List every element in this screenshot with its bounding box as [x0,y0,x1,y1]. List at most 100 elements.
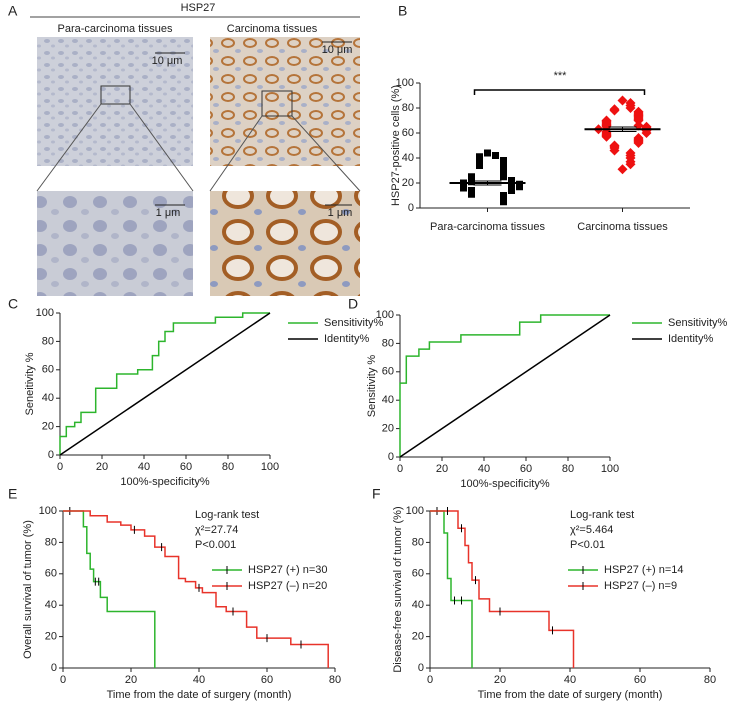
legend-label: HSP27 (–) n=9 [604,580,677,592]
dot [617,164,628,175]
x-tick-label: 0 [60,674,66,686]
y-tick-label: 0 [388,451,394,463]
dot [633,138,644,148]
x-tick-label: 80 [562,463,574,475]
dot [609,105,620,116]
y-tick-label: 80 [412,536,424,548]
dot [500,198,507,206]
x-tick-label: Carcinoma tissues [577,221,668,233]
x-axis-label: 100%-specificity% [460,478,549,490]
y-tick-label: 40 [42,392,54,404]
micrograph [210,37,360,166]
micrograph [37,37,193,166]
x-tick-label: 80 [329,674,341,686]
x-tick-label: 60 [261,674,273,686]
y-tick-label: 0 [418,662,424,674]
x-tick-label: 20 [125,674,137,686]
x-tick-label: 0 [397,463,403,475]
dot [468,190,475,198]
y-tick-label: 20 [45,631,57,643]
x-tick-label: 0 [427,674,433,686]
y-tick-label: 80 [382,337,394,349]
y-tick-label: 80 [402,102,414,114]
x-tick-label: 40 [193,674,205,686]
y-tick-label: 60 [45,568,57,580]
panel-title: HSP27 [181,2,216,14]
significance-bracket [473,89,646,95]
micrograph-zoom [210,191,360,296]
series-line [430,510,473,668]
y-tick-label: 60 [382,366,394,378]
y-axis-label: HSP27-positive cells (%) [390,85,402,206]
y-tick-label: 100 [36,307,54,319]
panel-letter: F [372,486,381,502]
annotation: Log-rank test [195,509,259,521]
y-tick-label: 100 [406,505,424,517]
column-label: Carcinoma tissues [227,23,318,35]
annotation: Log-rank test [570,509,634,521]
y-axis-label: Overall survival of tumor (%) [22,520,34,659]
series-line [63,510,156,668]
legend-label: HSP27 (+) n=14 [604,564,684,576]
y-tick-label: 100 [376,309,394,321]
panel-letter: B [398,3,407,19]
x-tick-label: 60 [520,463,532,475]
y-tick-label: 0 [51,662,57,674]
dot [500,173,507,181]
x-tick-label: 0 [57,461,63,473]
dot [601,131,612,142]
micrograph-zoom [37,191,193,296]
annotation: χ²=5.464 [570,524,613,536]
x-tick-label: 100 [601,463,619,475]
x-tick-label: 40 [138,461,150,473]
panel-letter: A [8,3,18,19]
y-tick-label: 80 [42,335,54,347]
y-tick-label: 60 [402,127,414,139]
annotation: P<0.001 [195,539,236,551]
x-tick-label: 80 [222,461,234,473]
x-tick-label: Para-carcinoma tissues [430,221,545,233]
x-tick-label: 60 [180,461,192,473]
dot [460,184,467,192]
scale-label: 10 μm [322,44,353,56]
y-tick-label: 40 [45,599,57,611]
dot [625,159,636,170]
x-tick-label: 20 [96,461,108,473]
series-line [63,510,329,668]
x-axis-label: Time from the date of surgery (month) [107,689,292,701]
y-tick-label: 100 [396,77,414,89]
dot [516,183,523,191]
error-bar [608,126,637,132]
y-tick-label: 0 [48,449,54,461]
legend-label: Sensitivity% [668,317,728,329]
legend-label: Identity% [324,333,369,345]
dot [625,103,636,113]
y-tick-label: 20 [402,177,414,189]
series-line [399,314,610,457]
error-bar [473,180,502,186]
legend-label: HSP27 (–) n=20 [248,580,327,592]
dot [609,145,620,156]
y-tick-label: 60 [42,364,54,376]
zoom-box [261,90,293,117]
legend-label: Identity% [668,333,713,345]
y-tick-label: 20 [42,421,54,433]
legend-label: Sensitivity% [324,317,384,329]
panel-a: A HSP27 Para-carcinoma tissues Carcinoma… [8,2,361,296]
x-axis-label: 100%-specificity% [120,476,209,488]
series-line [59,312,270,455]
scale-label: 10 μm [152,55,183,67]
annotation: P<0.01 [570,539,605,551]
panel-letter: D [348,296,358,312]
y-tick-label: 80 [45,536,57,548]
zoom-lines [36,103,361,192]
dot [508,187,515,194]
significance-label: *** [554,70,568,82]
dot [617,95,628,106]
x-tick-label: 20 [494,674,506,686]
column-label: Para-carcinoma tissues [58,23,173,35]
y-tick-label: 0 [408,202,414,214]
zoom-box [100,85,131,105]
y-tick-label: 40 [382,394,394,406]
